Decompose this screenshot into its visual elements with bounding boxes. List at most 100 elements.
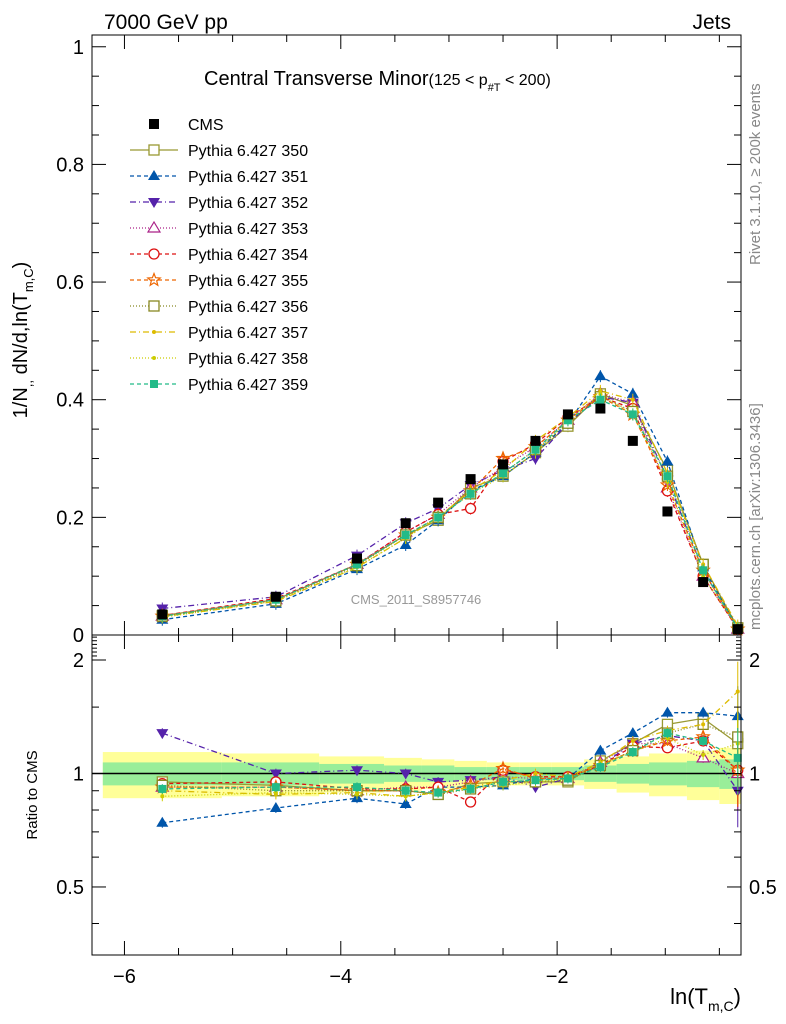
- main-plot-area: [154, 370, 746, 636]
- cms-point: [433, 497, 444, 508]
- ratio-point: [701, 752, 706, 757]
- ratio-frame: [91, 634, 742, 956]
- rivet-label: Rivet 3.1.10, ≥ 200k events: [747, 83, 764, 265]
- y-tick-label: 0.2: [56, 507, 84, 529]
- data-point: [464, 502, 477, 515]
- legend-marker: [149, 119, 159, 129]
- ratio-point: [701, 722, 706, 727]
- ratio-point: [630, 738, 635, 743]
- series-line: [162, 390, 739, 626]
- x-axis-label: ln(Tm,C): [670, 984, 741, 1014]
- x-tick-label: −4: [329, 966, 352, 988]
- ratio-line: [162, 691, 739, 797]
- ratio-point: [353, 783, 362, 792]
- legend-marker: [148, 248, 160, 260]
- y-tick-label: 0.6: [56, 272, 84, 294]
- legend-marker: [152, 330, 156, 334]
- series-line: [162, 398, 739, 629]
- ratio-point: [156, 729, 169, 740]
- ratio-y-tick-label-right: 1: [749, 763, 760, 785]
- legend-entry: Pythia 6.427 358: [130, 351, 308, 368]
- data-point: [466, 489, 475, 498]
- cms-point: [465, 474, 476, 485]
- legend-entry: Pythia 6.427 351: [130, 169, 308, 186]
- legend-label: Pythia 6.427 357: [188, 325, 308, 342]
- ratio-line: [162, 736, 739, 794]
- ratio-point: [531, 776, 540, 785]
- legend-entry: Pythia 6.427 356: [130, 299, 308, 316]
- ratio-point: [628, 748, 637, 757]
- ratio-point: [697, 706, 710, 717]
- data-point: [661, 455, 674, 466]
- data-point: [628, 410, 637, 419]
- cms-point: [627, 435, 638, 446]
- ratio-point: [403, 794, 408, 799]
- ratio-point: [533, 771, 538, 776]
- legend-entry: Pythia 6.427 350: [130, 143, 308, 160]
- ratio-y-tick-label: 2: [73, 650, 84, 672]
- legend-marker: [146, 220, 162, 233]
- main-y-axis-label: 1/N,, dN/d,ln(Tm,C): [10, 262, 36, 419]
- ratio-point: [594, 744, 607, 755]
- legend-label: Pythia 6.427 354: [188, 247, 308, 264]
- ratio-point: [273, 790, 278, 795]
- ratio-point: [269, 801, 282, 812]
- legend-label: CMS: [188, 117, 224, 134]
- cms-point: [352, 553, 363, 564]
- main-panel: 0 0.2 0.4 0.6 0.8 1 Central Transverse Minor(…: [10, 34, 746, 647]
- legend-label: Pythia 6.427 356: [188, 299, 308, 316]
- x-tick-label: −6: [113, 966, 136, 988]
- ratio-line: [162, 742, 739, 792]
- legend-entry: Pythia 6.427 352: [130, 195, 308, 212]
- cms-point: [400, 518, 411, 529]
- data-point: [353, 560, 362, 569]
- ratio-point: [156, 816, 169, 827]
- legend-marker: [148, 170, 160, 180]
- ratio-point: [563, 774, 572, 783]
- ratio-point: [665, 736, 670, 741]
- series-cms: [157, 403, 743, 635]
- y-tick-label: 0.8: [56, 154, 84, 176]
- ratio-point: [495, 760, 511, 776]
- cms-point: [595, 403, 606, 414]
- ratio-point: [464, 796, 477, 808]
- ratio-point: [271, 783, 280, 792]
- data-point: [499, 469, 508, 478]
- y-tick-label: 1: [73, 37, 84, 59]
- ratio-point: [355, 792, 360, 797]
- ratio-y-axis-label: Ratio to CMS: [24, 750, 41, 839]
- legend-entry: Pythia 6.427 357: [130, 325, 308, 342]
- ratio-axes: 0.5 0.5 1 1 2 2 −6 −4 −2: [56, 635, 777, 988]
- ratio-point: [663, 729, 672, 738]
- analysis-label: CMS_2011_S8957746: [351, 592, 482, 607]
- data-point: [596, 395, 605, 404]
- ratio-point: [160, 794, 165, 799]
- legend-marker: [148, 144, 160, 156]
- legend-marker: [148, 198, 160, 208]
- legend-label: Pythia 6.427 350: [188, 143, 308, 160]
- legend-entry-cms: CMS: [149, 117, 224, 134]
- ratio-line: [162, 732, 739, 794]
- ratio-point: [626, 727, 639, 738]
- process-label: Jets: [692, 11, 731, 34]
- data-point: [434, 513, 443, 522]
- y-tick-label: 0: [73, 625, 84, 647]
- ratio-point: [596, 763, 605, 772]
- ratio-point: [269, 769, 282, 780]
- main-title: Central Transverse Minor(125 < p#T < 200…: [204, 68, 551, 94]
- ratio-series-359: [158, 728, 742, 798]
- cms-point: [732, 624, 743, 635]
- legend-entry: Pythia 6.427 359: [130, 377, 308, 394]
- legend: CMS Pythia 6.427 350 Pythia 6.427 351 Pythi…: [130, 117, 308, 394]
- data-point: [399, 539, 412, 549]
- data-point: [531, 445, 540, 454]
- cms-point: [530, 435, 541, 446]
- ratio-y-tick-label-right: 0.5: [749, 877, 777, 899]
- data-point: [529, 454, 542, 465]
- legend-label: Pythia 6.427 359: [188, 377, 308, 394]
- ratio-point: [661, 706, 674, 717]
- legend-marker: [146, 271, 162, 287]
- cms-point: [698, 577, 709, 588]
- ratio-y-tick-label: 0.5: [56, 877, 84, 899]
